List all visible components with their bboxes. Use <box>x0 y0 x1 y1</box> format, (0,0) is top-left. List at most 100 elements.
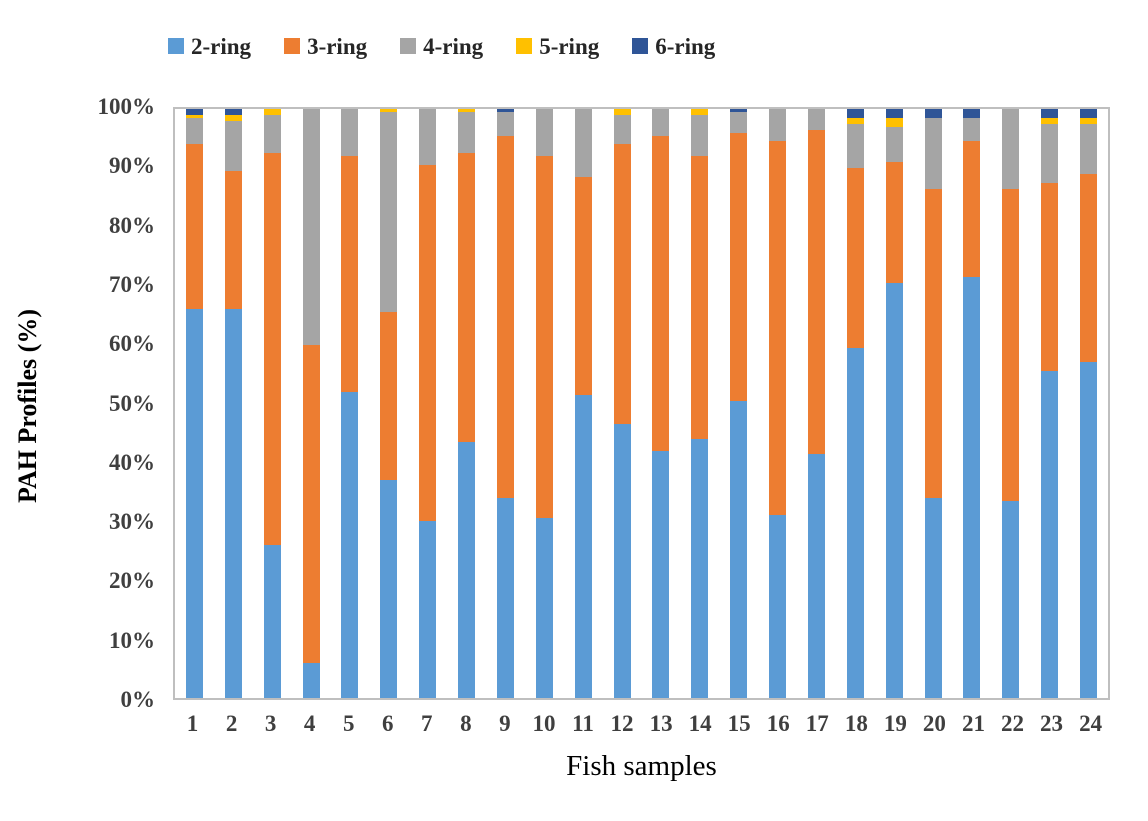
legend-item-6-ring: 6-ring <box>632 35 715 58</box>
legend-label: 2-ring <box>191 33 252 59</box>
y-tick-label: 50% <box>109 391 155 416</box>
segment-5-ring-sample-19 <box>885 117 903 127</box>
bar-sample-18 <box>846 109 864 698</box>
bar-sample-9 <box>496 109 514 698</box>
segment-2-ring-sample-13 <box>652 450 670 698</box>
bar-sample-7 <box>419 109 437 698</box>
y-tick-label: 0% <box>120 687 156 712</box>
legend-swatch-icon <box>284 38 301 54</box>
segment-3-ring-sample-8 <box>458 153 476 442</box>
x-tick-label-16: 16 <box>766 711 790 736</box>
bar-sample-21 <box>963 109 981 698</box>
segment-3-ring-sample-7 <box>419 164 437 522</box>
segment-2-ring-sample-22 <box>1002 500 1020 698</box>
y-tick-label: 20% <box>109 568 155 593</box>
segment-4-ring-sample-20 <box>924 117 942 189</box>
bar-sample-4 <box>302 109 320 698</box>
y-tick-label: 60% <box>109 331 155 356</box>
bar-sample-22 <box>1002 109 1020 698</box>
segment-6-ring-sample-21 <box>963 109 981 118</box>
legend-swatch-icon <box>168 38 184 54</box>
segment-2-ring-sample-6 <box>380 480 398 698</box>
segment-4-ring-sample-8 <box>458 111 476 154</box>
x-tick-label-3: 3 <box>264 711 277 736</box>
segment-2-ring-sample-9 <box>496 497 514 698</box>
x-axis-title: Fish samples <box>566 750 717 782</box>
segment-4-ring-sample-7 <box>419 109 437 165</box>
segment-5-ring-sample-1 <box>185 114 203 118</box>
segment-4-ring-sample-15 <box>730 111 748 133</box>
x-tick-label-20: 20 <box>922 711 946 736</box>
bar-sample-2 <box>224 109 242 698</box>
segment-4-ring-sample-11 <box>574 109 592 177</box>
segment-5-ring-sample-6 <box>380 109 398 112</box>
legend-swatch-icon <box>632 38 649 54</box>
bar-sample-23 <box>1041 109 1059 698</box>
x-tick-label-9: 9 <box>499 711 511 736</box>
segment-6-ring-sample-18 <box>846 109 864 118</box>
legend-label: 5-ring <box>539 33 600 59</box>
segment-4-ring-sample-18 <box>846 123 864 168</box>
bar-sample-14 <box>691 109 709 698</box>
bar-sample-24 <box>1080 109 1098 698</box>
y-tick-label: 30% <box>109 509 155 534</box>
segment-5-ring-sample-12 <box>613 109 631 115</box>
segment-3-ring-sample-10 <box>535 156 553 519</box>
bar-sample-8 <box>458 109 476 698</box>
bar-sample-11 <box>574 109 592 698</box>
legend-item-2-ring: 2-ring <box>168 35 251 58</box>
x-tick-label-23: 23 <box>1040 711 1064 736</box>
y-tick-label: 10% <box>109 628 155 653</box>
segment-4-ring-sample-16 <box>769 109 787 142</box>
segment-3-ring-sample-1 <box>185 144 203 310</box>
bar-sample-5 <box>341 109 359 698</box>
segment-4-ring-sample-21 <box>963 117 981 142</box>
segment-2-ring-sample-18 <box>846 347 864 698</box>
x-tick-label-21: 21 <box>961 711 985 736</box>
legend-swatch-icon <box>400 38 417 54</box>
segment-6-ring-sample-24 <box>1080 109 1098 118</box>
legend-item-3-ring: 3-ring <box>284 35 367 58</box>
legend-label: 3-ring <box>307 33 368 59</box>
x-tick-label-14: 14 <box>688 711 712 736</box>
segment-3-ring-sample-6 <box>380 312 398 481</box>
segment-2-ring-sample-5 <box>341 391 359 698</box>
segment-5-ring-sample-23 <box>1041 117 1059 124</box>
y-tick-label: 40% <box>109 450 155 475</box>
legend-item-5-ring: 5-ring <box>516 35 599 58</box>
segment-4-ring-sample-6 <box>380 111 398 313</box>
x-tick-label-18: 18 <box>844 711 868 736</box>
legend-item-4-ring: 4-ring <box>400 35 483 58</box>
segment-4-ring-sample-14 <box>691 114 709 157</box>
bar-sample-19 <box>885 109 903 698</box>
segment-6-ring-sample-19 <box>885 109 903 118</box>
legend-label: 4-ring <box>423 33 484 59</box>
segment-3-ring-sample-19 <box>885 162 903 283</box>
bar-sample-20 <box>924 109 942 698</box>
bar-sample-15 <box>730 109 748 698</box>
x-tick-label-7: 7 <box>421 711 433 736</box>
plot-area <box>173 107 1110 700</box>
segment-3-ring-sample-17 <box>807 129 825 454</box>
bar-sample-6 <box>380 109 398 698</box>
segment-3-ring-sample-3 <box>263 153 281 545</box>
segment-2-ring-sample-3 <box>263 544 281 698</box>
segment-3-ring-sample-9 <box>496 135 514 498</box>
segment-6-ring-sample-15 <box>730 109 748 112</box>
segment-2-ring-sample-4 <box>302 662 320 698</box>
segment-3-ring-sample-22 <box>1002 188 1020 501</box>
segment-4-ring-sample-4 <box>302 109 320 345</box>
segment-4-ring-sample-17 <box>807 109 825 130</box>
segment-2-ring-sample-16 <box>769 515 787 698</box>
segment-3-ring-sample-21 <box>963 141 981 277</box>
x-tick-label-4: 4 <box>303 711 316 736</box>
segment-2-ring-sample-10 <box>535 518 553 698</box>
bar-sample-12 <box>613 109 631 698</box>
segment-4-ring-sample-2 <box>224 120 242 171</box>
x-tick-label-8: 8 <box>460 711 472 736</box>
segment-2-ring-sample-21 <box>963 276 981 698</box>
segment-2-ring-sample-7 <box>419 521 437 698</box>
segment-4-ring-sample-12 <box>613 114 631 145</box>
segment-4-ring-sample-23 <box>1041 123 1059 183</box>
